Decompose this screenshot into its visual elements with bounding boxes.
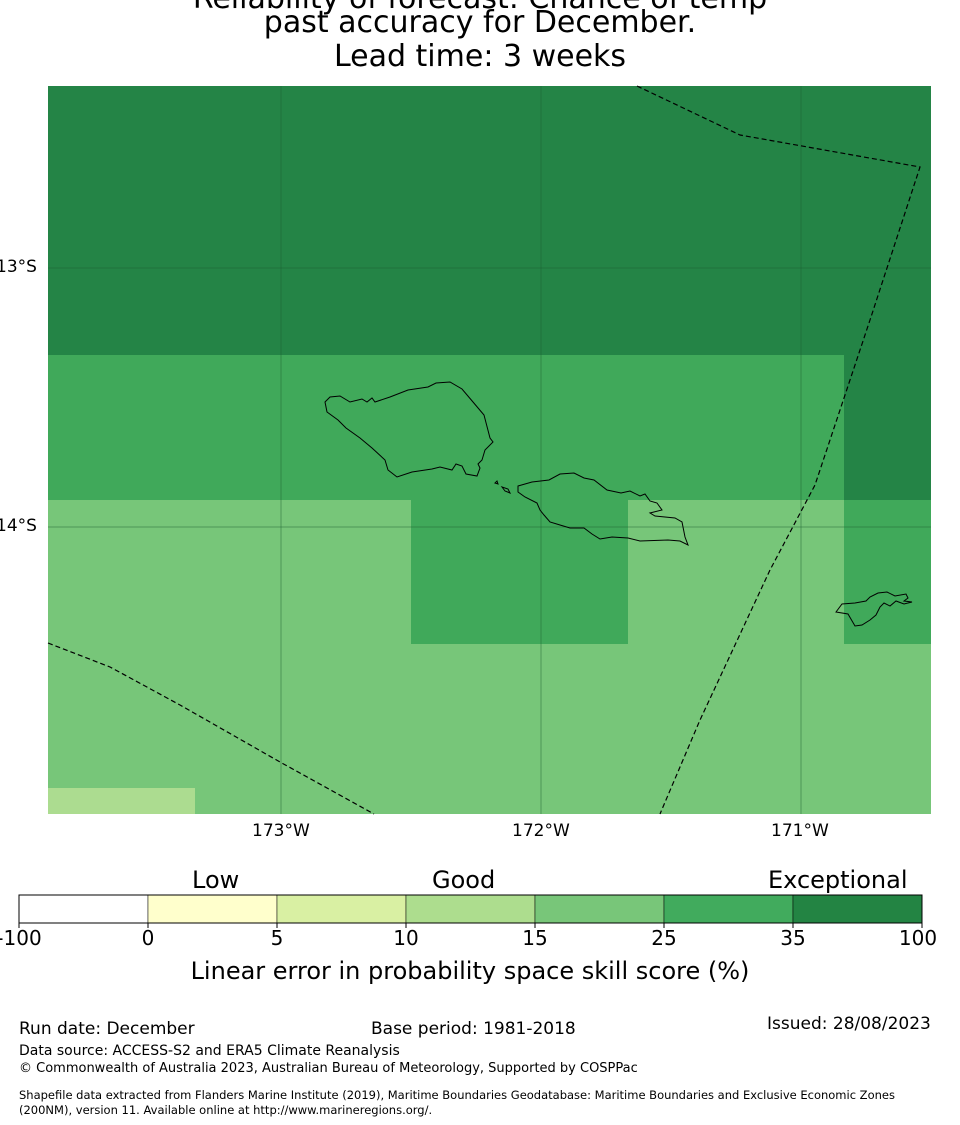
colorbar-tick-marks bbox=[18, 923, 923, 928]
copyright: © Commonwealth of Australia 2023, Austra… bbox=[19, 1061, 638, 1076]
colorbar-tick-label: 15 bbox=[522, 926, 548, 950]
legend-category-good: Good bbox=[432, 866, 496, 894]
map-title-line-3: Lead time: 3 weeks bbox=[333, 39, 627, 74]
issued-date: Issued: 28/08/2023 bbox=[767, 1014, 931, 1034]
manono-islet bbox=[500, 486, 512, 494]
base-period: Base period: 1981-2018 bbox=[371, 1019, 576, 1039]
shapefile-credit-line-1: Shapefile data extracted from Flanders M… bbox=[19, 1088, 895, 1102]
colorbar-segment-2 bbox=[276, 894, 407, 924]
legend-category-low: Low bbox=[192, 866, 240, 894]
grid-cell-very-dark-east bbox=[844, 355, 931, 500]
grid-cell-very-dark bbox=[48, 86, 931, 355]
maritime-boundaries bbox=[47, 85, 921, 815]
eez-boundary-north bbox=[636, 85, 921, 815]
legend-category-exceptional: Exceptional bbox=[768, 866, 908, 894]
colorbar-segment-3 bbox=[405, 894, 536, 924]
map-title-line-1: Reliability of forecast: Chance of temp bbox=[0, 0, 960, 16]
data-source: Data source: ACCESS-S2 and ERA5 Climate … bbox=[19, 1043, 400, 1059]
skill-grid bbox=[48, 86, 931, 814]
colorbar-segment-0 bbox=[18, 894, 149, 924]
colorbar-tick-label: 25 bbox=[651, 926, 677, 950]
colorbar-axis-label: Linear error in probability space skill … bbox=[190, 957, 750, 985]
eez-boundary-southwest bbox=[47, 642, 375, 815]
grid-cell-dark-center bbox=[411, 500, 628, 644]
run-date: Run date: December bbox=[19, 1019, 195, 1039]
grid-cell-dark bbox=[48, 355, 844, 500]
colorbar-tick-label: 100 bbox=[898, 926, 938, 950]
grid-cell-dark-east bbox=[844, 500, 931, 644]
savaii-island-outline bbox=[324, 381, 494, 478]
colorbar-tick-label: -100 bbox=[0, 926, 42, 950]
colorbar-segment-4 bbox=[534, 894, 665, 924]
lon-label-171w: 171°W bbox=[771, 821, 829, 841]
coastlines bbox=[324, 381, 913, 627]
upolu-island-outline bbox=[517, 472, 689, 547]
colorbar-tick-label: 10 bbox=[393, 926, 419, 950]
graticule bbox=[48, 86, 931, 814]
colorbar-segment-5 bbox=[663, 894, 794, 924]
shapefile-credit-line-2: (200NM), version 11. Available online at… bbox=[19, 1103, 433, 1117]
colorbar-tick-label: 0 bbox=[141, 926, 155, 950]
colorbar-frame bbox=[18, 894, 923, 924]
map-title-line-2: past accuracy for December. bbox=[263, 5, 697, 40]
lat-label-13s: 13°S bbox=[0, 257, 37, 277]
tutuila-island-outline bbox=[835, 591, 913, 627]
lat-label-14s: 14°S bbox=[0, 516, 37, 536]
colorbar-segment-6 bbox=[792, 894, 923, 924]
colorbar bbox=[18, 894, 923, 928]
lon-label-173w: 173°W bbox=[252, 821, 310, 841]
grid-cell-light bbox=[48, 788, 195, 814]
colorbar-segment-1 bbox=[147, 894, 278, 924]
colorbar-tick-label: 5 bbox=[270, 926, 284, 950]
apolima-islet bbox=[494, 480, 499, 485]
colorbar-tick-label: 35 bbox=[780, 926, 806, 950]
lon-label-172w: 172°W bbox=[512, 821, 570, 841]
